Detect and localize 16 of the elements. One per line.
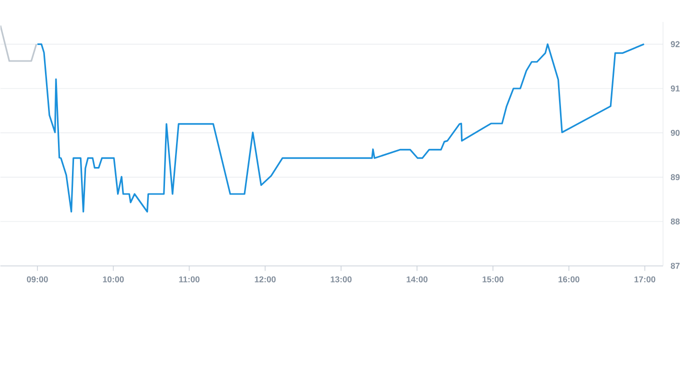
y-tick-label: 92 [670, 41, 680, 48]
x-tick-label: 17:00 [634, 276, 656, 282]
x-tick-label: 15:00 [482, 276, 504, 282]
x-tick-label: 14:00 [406, 276, 428, 282]
y-tick-label: 90 [670, 130, 680, 136]
y-tick-label: 87 [670, 262, 680, 269]
y-tick-label: 89 [670, 174, 680, 180]
x-tick-label: 11:00 [179, 276, 200, 282]
x-tick-label: 10:00 [103, 276, 124, 282]
y-tick-label: 88 [670, 218, 680, 225]
x-tick-label: 16:00 [558, 276, 580, 282]
y-tick-label: 91 [670, 86, 680, 92]
x-tick-label: 12:00 [254, 276, 276, 282]
line-series [36, 43, 645, 213]
x-tick-label: 09:00 [26, 276, 48, 282]
x-tick-label: 13:00 [330, 276, 352, 282]
